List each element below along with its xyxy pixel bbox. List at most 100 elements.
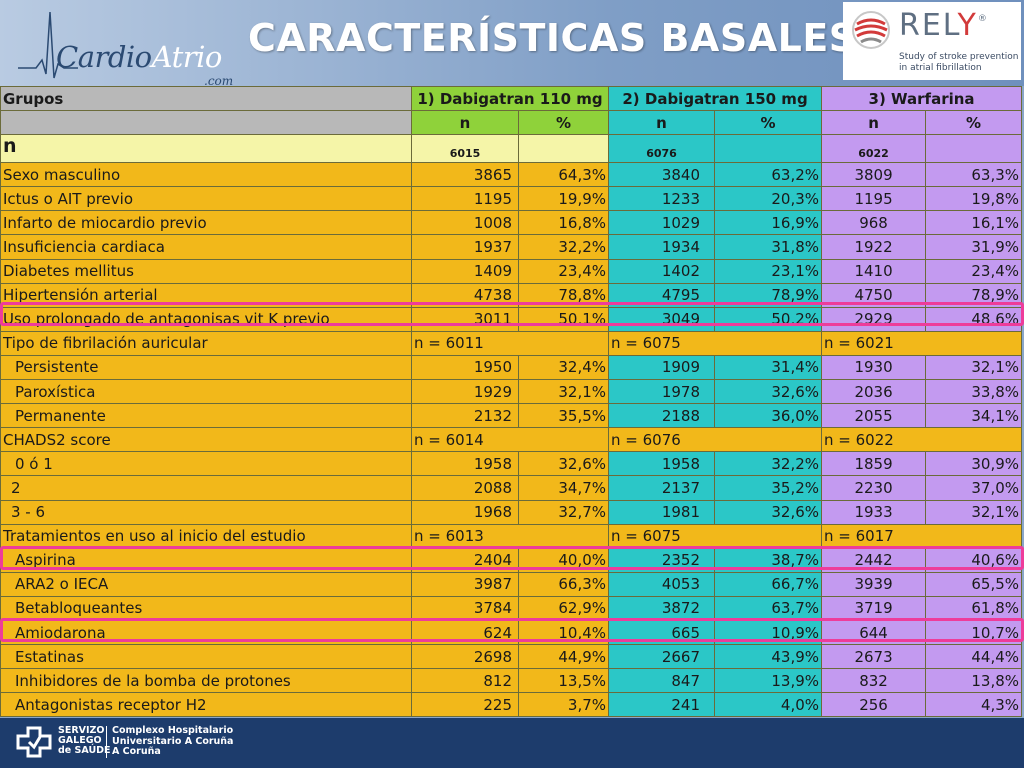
section-n-cell: n = 6013 [410,523,610,549]
count-cell: 2352 [608,547,716,573]
count-cell: 1409 [411,258,519,284]
percent-cell: 32,6% [517,451,610,477]
count-cell: 3719 [821,595,927,621]
count-cell: 2036 [821,379,927,405]
table-row: Ictus o AIT previo 1195 19,9% 1233 20,3% 1195… [0,186,1023,212]
row-label: ARA2 o IECA [0,571,412,597]
percent-cell: 33,8% [925,379,1023,405]
logo-domain: .com [204,74,234,88]
group-header-row: Grupos 1) Dabigatran 110 mg 2) Dabigatra… [0,85,1023,112]
table-row: Permanente 2132 35,5% 2188 36,0% 2055 34,1% [0,403,1023,429]
count-cell: 256 [821,692,927,718]
row-label: 2 [0,475,412,501]
count-cell: 2230 [821,475,927,501]
percent-cell: 35,5% [517,403,610,429]
table-row: Infarto de miocardio previo 1008 16,8% 1029… [0,210,1023,236]
percent-cell: 37,0% [925,475,1023,501]
percent-cell: 34,1% [925,403,1023,429]
percent-cell: 63,7% [714,595,823,621]
section-label: Tratamientos en uso al inicio del estudi… [0,523,412,549]
rely-logo: RELY® Study of stroke prevention in atri… [843,2,1021,80]
table-row: Inhibidores de la bomba de protones 812 13… [0,668,1023,694]
count-cell: 2442 [821,547,927,573]
section-label: Tipo de fibrilación auricular [0,330,412,356]
percent-cell: 36,0% [714,403,823,429]
count-cell: 2929 [821,306,927,332]
row-label: Infarto de miocardio previo [0,210,412,236]
row-label: Insuficiencia cardiaca [0,234,412,260]
table-row: Diabetes mellitus 1409 23,4% 1402 23,1% 1410 2… [0,258,1023,284]
percent-cell: 38,7% [714,547,823,573]
percent-cell: 32,2% [517,234,610,260]
sub-header-row: n % n % n % [0,110,1023,136]
row-label: Amiodarona [0,619,412,646]
count-cell: 1859 [821,451,927,477]
row-label: Estatinas [0,644,412,670]
sub-header-blank [0,110,412,136]
cardioatrio-logo: CardioAtrio .com [18,8,248,88]
count-cell: 2055 [821,403,927,429]
sub-header: % [517,110,610,136]
percent-cell: 43,9% [714,644,823,670]
percent-cell: 32,7% [517,499,610,525]
percent-cell: 31,8% [714,234,823,260]
percent-cell: 13,9% [714,668,823,694]
table-row: Amiodarona 624 10,4% 665 10,9% 644 10,7% [0,619,1023,646]
n-label: n [0,134,412,164]
count-cell: 1195 [821,186,927,212]
rely-wordmark: RELY® [899,8,989,43]
percent-cell: 23,4% [517,258,610,284]
percent-cell: 44,9% [517,644,610,670]
count-cell: 1978 [608,379,716,405]
table-row: 2 2088 34,7% 2137 35,2% 2230 37,0% [0,475,1023,501]
sub-header: % [714,110,823,136]
row-label: Permanente [0,403,412,429]
count-cell: 4750 [821,282,927,308]
slide-header: CardioAtrio .com CARACTERÍSTICAS BASALES… [0,0,1024,88]
percent-cell: 4,3% [925,692,1023,718]
percent-cell: 40,0% [517,547,610,573]
count-cell: 1410 [821,258,927,284]
percent-cell: 64,3% [517,162,610,188]
count-cell: 2698 [411,644,519,670]
percent-cell: 13,8% [925,668,1023,694]
table-row: Persistente 1950 32,4% 1909 31,4% 1930 32,1% [0,354,1023,381]
percent-cell: 31,9% [925,234,1023,260]
count-cell: 1402 [608,258,716,284]
percent-cell: 50,1% [517,306,610,332]
percent-cell: 34,7% [517,475,610,501]
group-header-1: 1) Dabigatran 110 mg [410,85,610,112]
row-label: Hipertensión arterial [0,282,412,308]
table-row: Hipertensión arterial 4738 78,8% 4795 78,9% 4… [0,282,1023,308]
percent-cell: 66,7% [714,571,823,597]
group-header-2: 2) Dabigatran 150 mg [608,85,823,112]
n-total-group-3: 6022 [821,134,927,164]
percent-cell: 3,7% [517,692,610,718]
percent-cell: 10,9% [714,619,823,646]
section-n-cell: n = 6075 [608,523,823,549]
logo-wordmark: CardioAtrio [56,40,222,74]
sub-header: % [925,110,1023,136]
percent-cell: 13,5% [517,668,610,694]
row-label: Antagonistas receptor H2 [0,692,412,718]
section-row: Tipo de fibrilación auricular n = 6011 n =… [0,330,1023,356]
table-row: Uso prolongado de antagonisas vit K prev… [0,306,1023,332]
percent-cell: 78,9% [925,282,1023,308]
percent-cell: 63,3% [925,162,1023,188]
sergas-label: SERVIZO GALEGO de SAÚDE [58,725,111,756]
percent-cell: 78,9% [714,282,823,308]
count-cell: 3049 [608,306,716,332]
table-row: Aspirina 2404 40,0% 2352 38,7% 2442 40,6% [0,547,1023,573]
count-cell: 3809 [821,162,927,188]
percent-cell: 61,8% [925,595,1023,621]
table-row: Insuficiencia cardiaca 1937 32,2% 1934 31,8%… [0,234,1023,260]
percent-cell: 35,2% [714,475,823,501]
sub-header: n [608,110,716,136]
percent-cell: 19,8% [925,186,1023,212]
percent-cell: 32,6% [714,499,823,525]
table-row: Antagonistas receptor H2 225 3,7% 241 4,0% 25… [0,692,1023,718]
percent-cell: 62,9% [517,595,610,621]
n-total-blank [517,134,610,164]
count-cell: 2404 [411,547,519,573]
count-cell: 1929 [411,379,519,405]
